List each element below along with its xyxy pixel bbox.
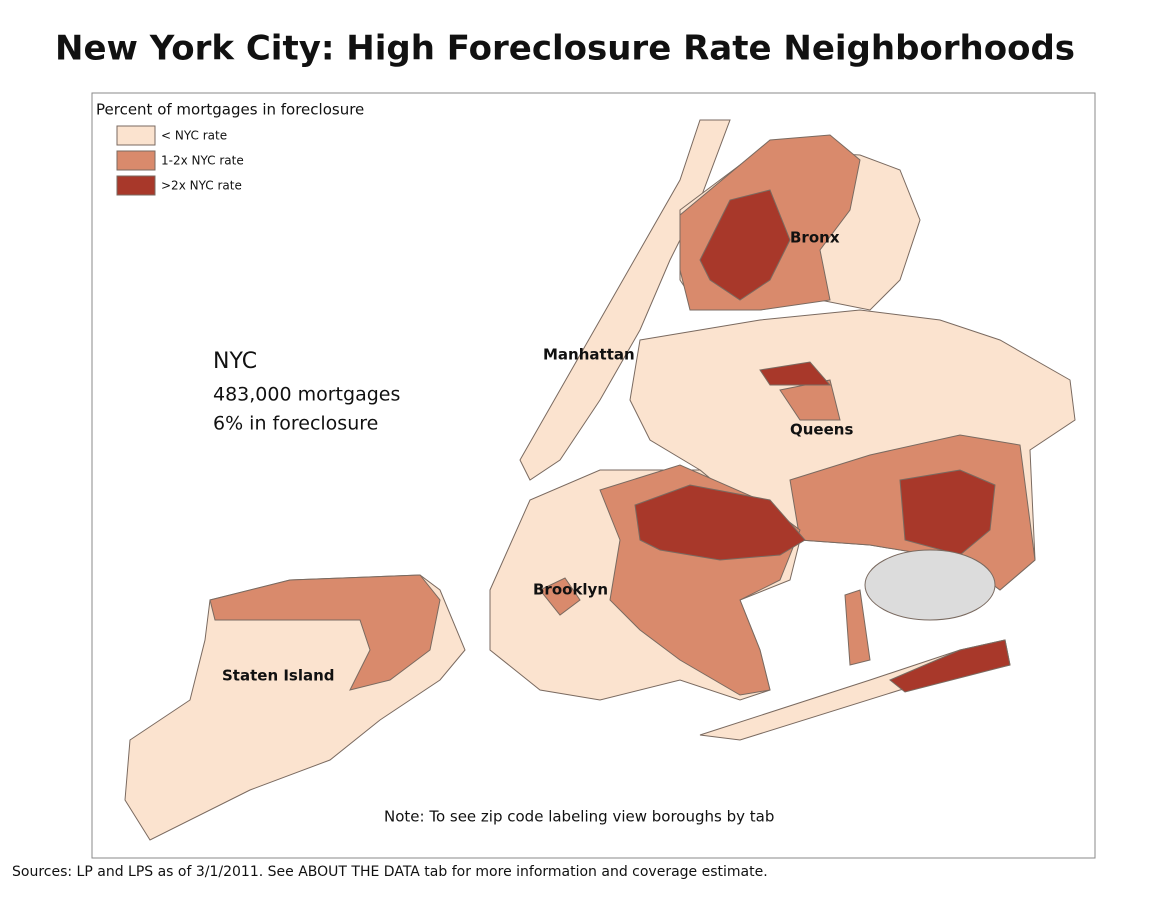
title: New York City: High Foreclosure Rate Nei… [55, 29, 1075, 69]
region [634, 484, 806, 561]
region [889, 639, 1011, 693]
region [209, 574, 441, 691]
region [699, 189, 791, 301]
borough-label: Staten Island [222, 667, 335, 685]
map [124, 119, 1076, 841]
sources: Sources: LP and LPS as of 3/1/2011. See … [12, 864, 768, 880]
borough-label: Bronx [790, 229, 840, 247]
legend-label: >2x NYC rate [161, 179, 242, 193]
legend-title: Percent of mortgages in foreclosure [96, 101, 364, 119]
legend-label: 1-2x NYC rate [161, 154, 244, 168]
borough-label: Manhattan [543, 346, 635, 364]
legend-swatch [116, 150, 156, 171]
jamaica-bay [864, 549, 996, 621]
borough-label: Brooklyn [533, 581, 608, 599]
region [759, 361, 832, 386]
region [899, 469, 996, 556]
summary-heading: NYC [213, 349, 257, 374]
legend-swatch [116, 175, 156, 196]
summary-line: 6% in foreclosure [213, 413, 378, 435]
region [844, 589, 871, 666]
borough-label: Queens [790, 421, 853, 439]
region [539, 577, 581, 616]
legend-swatch [116, 125, 156, 146]
summary-line: 483,000 mortgages [213, 384, 400, 406]
note: Note: To see zip code labeling view boro… [384, 808, 774, 826]
legend: < NYC rate 1-2x NYC rate >2x NYC rate [116, 125, 244, 196]
legend-label: < NYC rate [161, 129, 227, 143]
